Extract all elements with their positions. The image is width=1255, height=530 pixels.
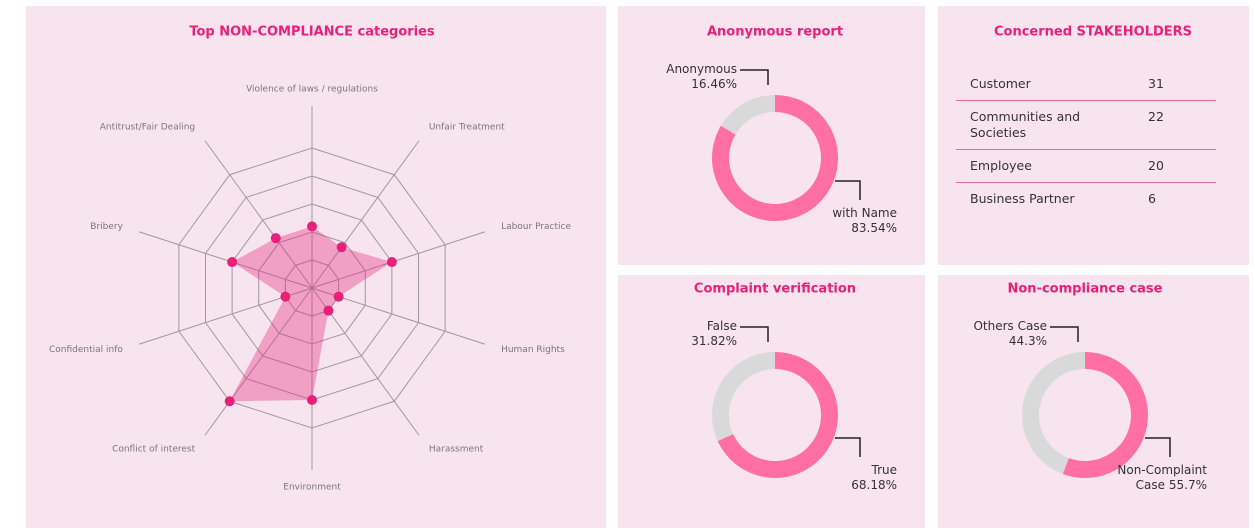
axis-line xyxy=(138,231,313,289)
axis-label: Antitrust/Fair Dealing xyxy=(100,123,195,133)
axis-label: Harassment xyxy=(429,444,484,454)
leader-line xyxy=(835,437,861,457)
leader-line xyxy=(740,326,769,342)
axis-label: Confidential info xyxy=(49,345,123,355)
category-label: False xyxy=(706,319,737,333)
table-cell: 31 xyxy=(1134,68,1216,101)
category-label: Anonymous xyxy=(666,62,737,76)
value-label: 44.3% xyxy=(1008,334,1047,348)
donut-segment xyxy=(1062,352,1148,478)
donut-segment xyxy=(1022,352,1085,475)
radar-point xyxy=(323,305,334,316)
axis-line xyxy=(311,231,486,289)
chart-title: Anonymous report xyxy=(707,25,843,40)
donut-label: False 31.82% xyxy=(691,319,737,349)
chart-title: Complaint verification xyxy=(694,282,856,297)
donut-card xyxy=(618,275,925,528)
value-label: 55.7% xyxy=(1168,478,1207,492)
table-cell: 22 xyxy=(1134,100,1216,150)
table-row: Communities and Societies 22 xyxy=(956,100,1216,150)
table-cell: Business Partner xyxy=(970,191,1075,206)
radar-point xyxy=(333,291,344,302)
donut-segment xyxy=(712,352,775,442)
table-cell: Employee xyxy=(956,149,1134,183)
axis-label: Human Rights xyxy=(501,345,565,355)
table-row: Business Partner 6 xyxy=(956,183,1216,216)
category-label: Others Case xyxy=(973,319,1047,333)
chart-title: Non-compliance case xyxy=(1008,282,1163,297)
leader-line xyxy=(835,180,861,200)
axis-line xyxy=(311,140,420,289)
table-row: Customer 31 xyxy=(956,68,1216,101)
table-cell: Communities and Societies xyxy=(956,100,1134,150)
radar-point xyxy=(224,396,235,407)
category-label: with Name xyxy=(832,206,897,220)
axis-label: Conflict of interest xyxy=(112,444,196,454)
value-label: 31.82% xyxy=(691,334,737,348)
radar-point xyxy=(280,291,291,302)
axis-label: Bribery xyxy=(90,222,123,232)
value-label: 68.18% xyxy=(851,478,897,492)
donut-label: Anonymous 16.46% xyxy=(666,62,737,92)
axis-line xyxy=(204,140,313,289)
radar-point xyxy=(307,221,317,232)
radar-point xyxy=(227,257,238,268)
radar-point xyxy=(386,257,397,268)
leader-line xyxy=(1145,437,1171,457)
donut-card xyxy=(618,6,925,265)
donut-label: Non-Complaint Case 55.7% xyxy=(1111,463,1207,493)
donut-card xyxy=(938,275,1249,528)
value-label: 83.54% xyxy=(851,221,897,235)
axis-line xyxy=(204,287,313,436)
radar-card xyxy=(26,6,606,528)
table-row: Employee 20 xyxy=(956,149,1216,183)
radar-point xyxy=(307,395,317,405)
table-title: Concerned STAKEHOLDERS xyxy=(994,25,1192,40)
value-label: 16.46% xyxy=(691,77,737,91)
leader-line xyxy=(1050,326,1079,342)
chart-title: Top NON-COMPLIANCE categories xyxy=(189,25,435,40)
donut-segment xyxy=(720,95,775,135)
axis-label: Unfair Treatment xyxy=(429,123,505,133)
stakeholder-table: Customer 31 Communities and Societies 22 Emp… xyxy=(956,68,1216,215)
donut-label: with Name 83.54% xyxy=(832,206,897,236)
table-cell: Customer xyxy=(956,68,1134,101)
donut-label: Others Case 44.3% xyxy=(973,319,1047,349)
radar-area xyxy=(229,226,392,402)
radar-point xyxy=(270,233,281,244)
table-cell: 6 xyxy=(1148,191,1156,206)
radar-point xyxy=(336,242,347,253)
donut-label: True 68.18% xyxy=(851,463,897,493)
category-label: True xyxy=(871,463,898,477)
axis-label: Violence of laws / regulations xyxy=(246,85,378,95)
axis-label: Labour Practice xyxy=(501,222,571,232)
category-label: Non-Complaint Case xyxy=(1117,463,1207,492)
table-cell: 20 xyxy=(1134,149,1216,183)
leader-line xyxy=(740,69,769,85)
axis-label: Environment xyxy=(283,482,341,492)
